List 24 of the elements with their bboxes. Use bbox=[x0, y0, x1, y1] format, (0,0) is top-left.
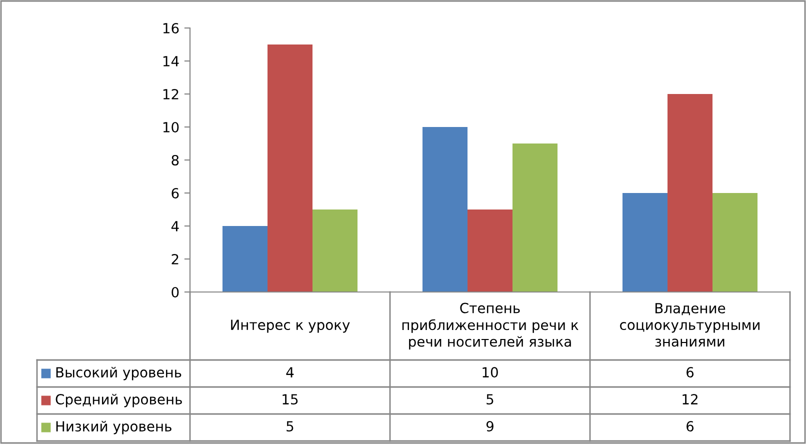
data-label: 9 bbox=[486, 421, 494, 432]
y-tick-label: 2 bbox=[172, 254, 178, 264]
y-tick-label: 12 bbox=[163, 88, 178, 100]
data-label: 4 bbox=[286, 367, 294, 378]
data-label: 15 bbox=[282, 394, 298, 405]
legend-label: Высокий уровень bbox=[56, 366, 182, 380]
data-label: 6 bbox=[686, 421, 694, 432]
y-tick-label: 16 bbox=[163, 22, 179, 34]
legend-label: Средний уровень bbox=[56, 394, 182, 408]
data-label: 5 bbox=[486, 394, 494, 405]
x-tick-label: Владение социокультурными знаниями bbox=[620, 303, 760, 347]
y-tick-label: 14 bbox=[163, 56, 179, 66]
y-tick-label: 4 bbox=[171, 221, 179, 232]
x-tick-label: Интерес к уроку bbox=[231, 320, 350, 333]
x-tick-label: Степень приближенности речи к речи носителей языка bbox=[402, 302, 578, 350]
legend-label: Низкий уровень bbox=[56, 420, 172, 434]
data-label: 6 bbox=[686, 367, 694, 378]
y-tick-label: 8 bbox=[172, 154, 179, 166]
data-label: 5 bbox=[286, 421, 294, 432]
data-label: 10 bbox=[482, 367, 498, 378]
data-label: 12 bbox=[682, 394, 698, 404]
y-tick-label: 0 bbox=[172, 286, 179, 298]
y-tick-label: 10 bbox=[163, 122, 179, 132]
y-tick-label: 6 bbox=[172, 188, 179, 198]
